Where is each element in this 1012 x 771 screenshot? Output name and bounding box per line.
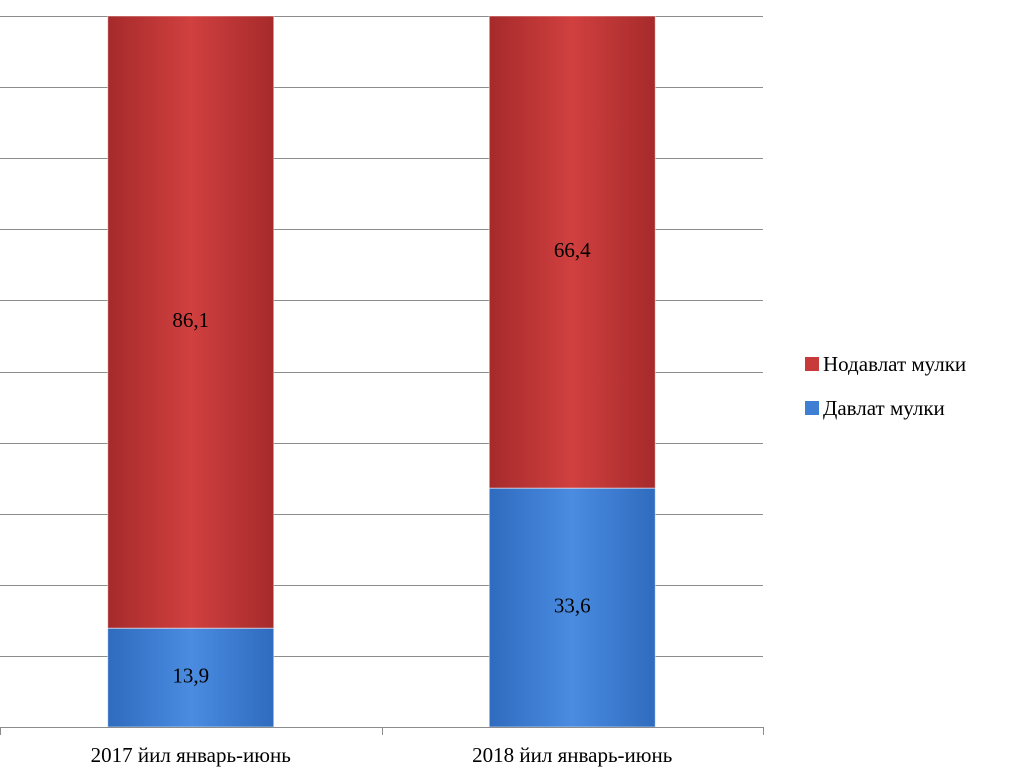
- category-label: 2017 йил январь-июнь: [91, 743, 291, 767]
- legend-label-davlat: Давлат мулки: [823, 395, 945, 420]
- x-axis: 2017 йил январь-июнь 2018 йил январь-июнь: [0, 727, 764, 767]
- legend-label-nodavlat: Нодавлат мулки: [823, 351, 967, 376]
- legend-swatch-blue: [805, 401, 819, 415]
- legend-item-nodavlat[interactable]: Нодавлат мулки: [805, 352, 966, 376]
- data-labels: 13,9 86,1 33,6 66,4: [172, 238, 591, 688]
- category-label: 2018 йил январь-июнь: [472, 743, 672, 767]
- legend-item-davlat[interactable]: Давлат мулки: [805, 396, 966, 420]
- bar-value-label: 86,1: [172, 308, 209, 332]
- bars: [107, 15, 656, 728]
- bar-segment: [107, 15, 275, 629]
- bar-value-label: 66,4: [554, 238, 591, 262]
- bar-segment: [488, 15, 656, 489]
- legend-swatch-red: [805, 357, 819, 371]
- legend: Нодавлат мулки Давлат мулки: [805, 352, 966, 440]
- bar-value-label: 13,9: [172, 663, 209, 687]
- bar-value-label: 33,6: [554, 593, 591, 617]
